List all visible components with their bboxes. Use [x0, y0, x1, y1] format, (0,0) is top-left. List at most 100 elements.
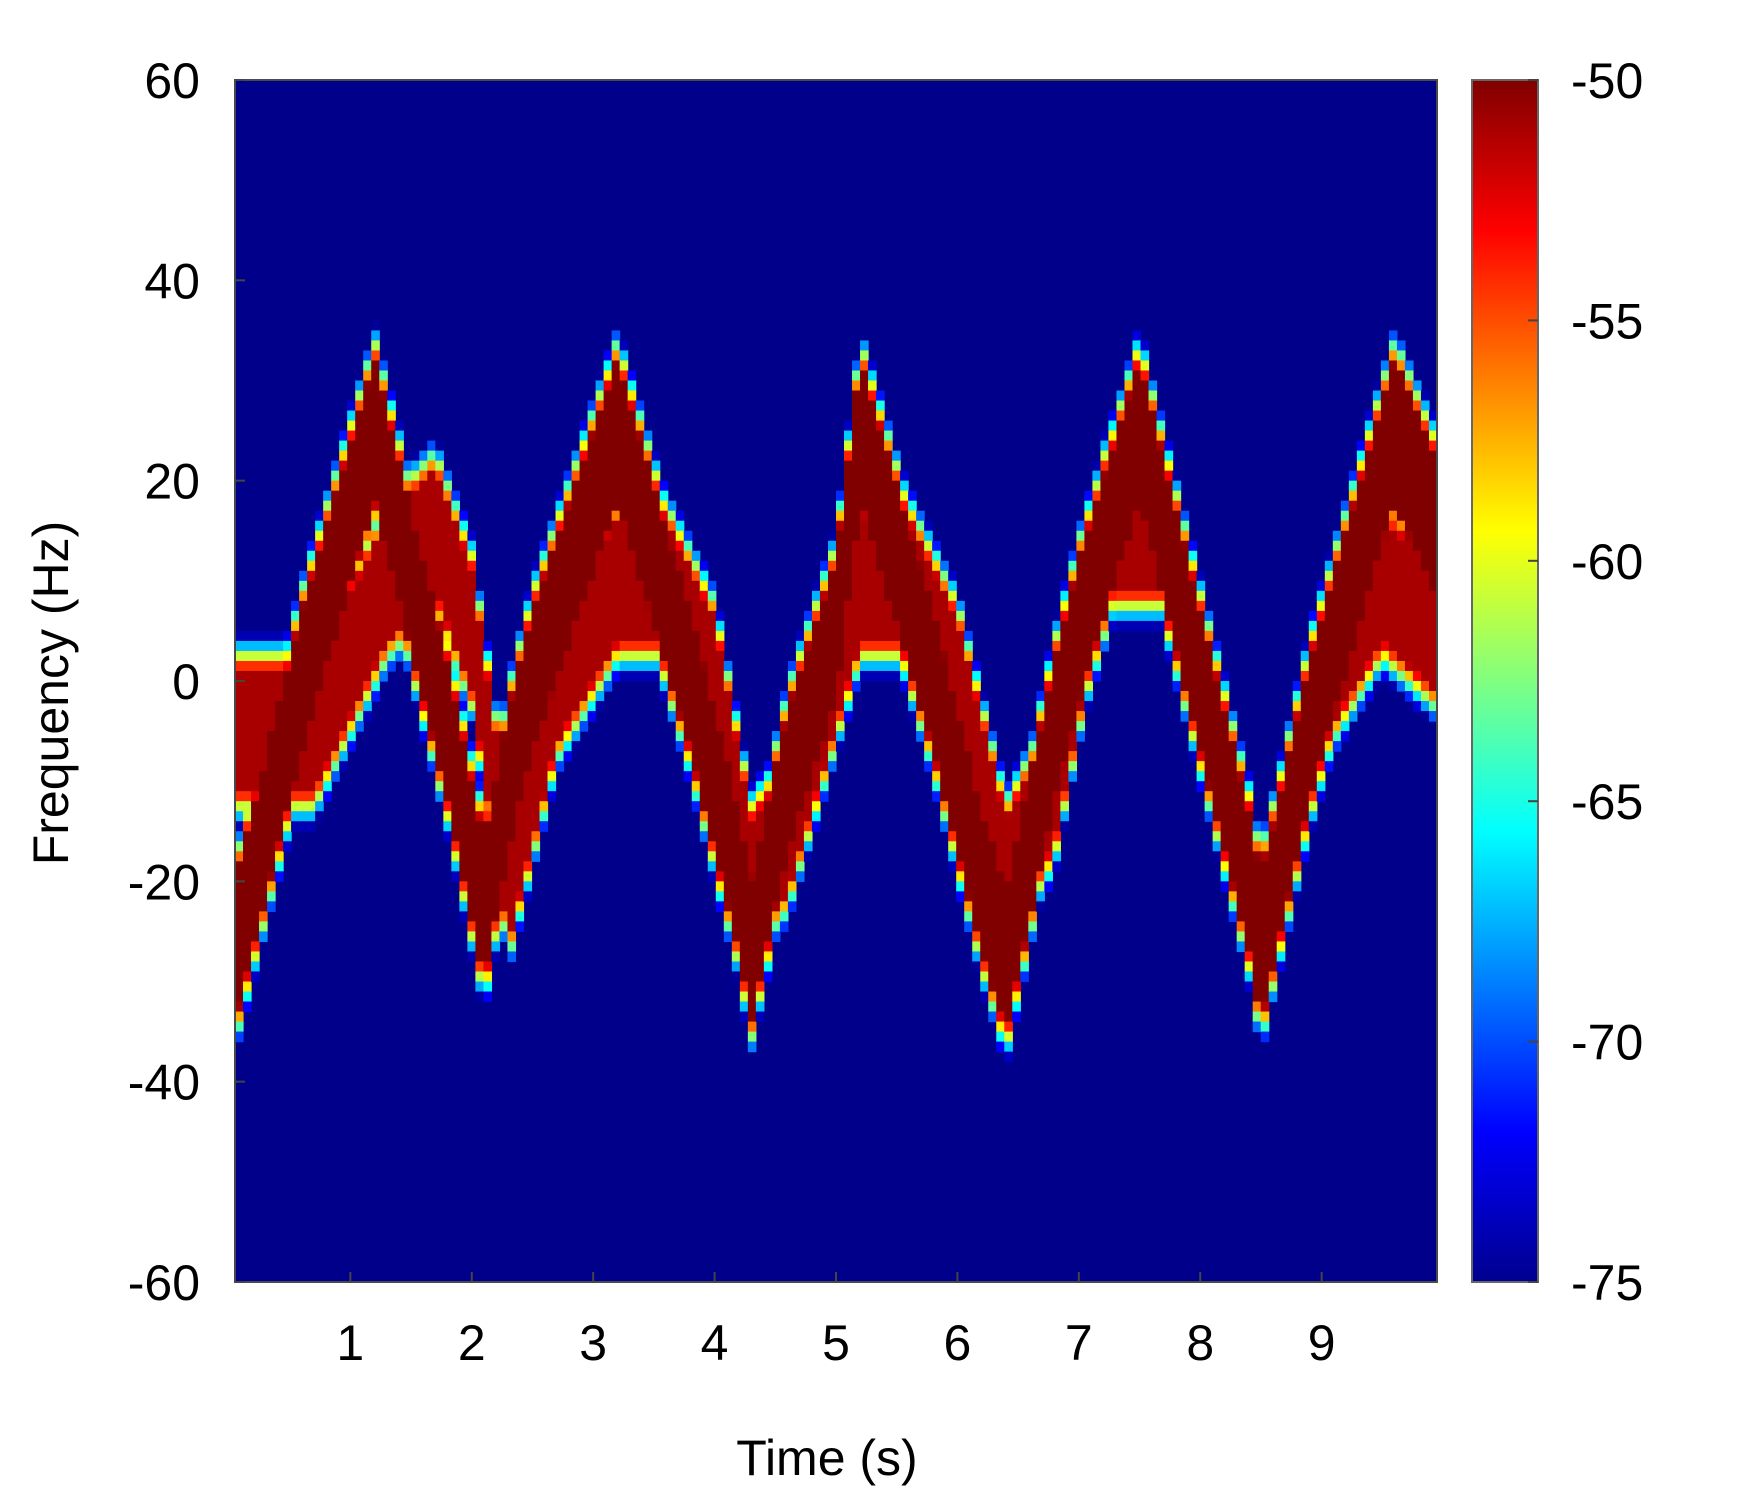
heatmap-cell	[1356, 560, 1366, 572]
heatmap-cell	[1212, 801, 1222, 812]
heatmap-cell	[651, 550, 661, 562]
heatmap-cell	[371, 350, 380, 362]
heatmap-cell	[844, 640, 853, 652]
heatmap-cell	[275, 741, 284, 752]
heatmap-cell	[1068, 761, 1077, 772]
heatmap-cell	[1308, 640, 1318, 652]
heatmap-cell	[379, 420, 388, 432]
heatmap-cell	[443, 540, 452, 552]
heatmap-cell	[1260, 931, 1270, 943]
heatmap-cell	[1188, 681, 1198, 692]
heatmap-cell	[1316, 721, 1326, 732]
heatmap-cell	[972, 670, 981, 682]
heatmap-cell	[675, 540, 685, 552]
heatmap-cell	[459, 901, 468, 912]
heatmap-cell	[515, 871, 525, 882]
heatmap-cell	[827, 741, 837, 752]
heatmap-cell	[459, 701, 468, 712]
heatmap-cell	[948, 741, 957, 752]
heatmap-cell	[1308, 701, 1318, 712]
heatmap-cell	[491, 731, 501, 742]
heatmap-cell	[1156, 510, 1166, 522]
heatmap-cell	[235, 681, 244, 692]
heatmap-cell	[1428, 430, 1437, 442]
heatmap-cell	[307, 761, 316, 772]
heatmap-cell	[699, 801, 709, 812]
heatmap-cell	[747, 931, 757, 943]
heatmap-cell	[1244, 811, 1254, 822]
heatmap-cell	[1164, 650, 1174, 662]
heatmap-cell	[1020, 861, 1029, 872]
heatmap-cell	[515, 771, 525, 782]
heatmap-cell	[587, 650, 597, 662]
heatmap-cell	[291, 801, 300, 812]
heatmap-cell	[731, 701, 741, 712]
heatmap-cell	[924, 530, 933, 542]
heatmap-cell	[1428, 520, 1437, 532]
heatmap-cell	[1068, 560, 1077, 572]
heatmap-cell	[467, 590, 476, 602]
heatmap-cell	[331, 520, 340, 532]
heatmap-cell	[363, 560, 372, 572]
heatmap-cell	[579, 510, 589, 522]
heatmap-cell	[1292, 841, 1302, 852]
heatmap-cell	[964, 811, 973, 822]
heatmap-cell	[307, 660, 316, 672]
heatmap-cell	[1100, 510, 1110, 522]
heatmap-cell	[1228, 891, 1238, 902]
heatmap-cell	[1140, 340, 1150, 352]
heatmap-cell	[819, 781, 829, 792]
heatmap-cell	[251, 861, 260, 872]
heatmap-cell	[908, 670, 917, 682]
heatmap-cell	[459, 741, 468, 752]
heatmap-cell	[739, 921, 749, 933]
heatmap-cell	[555, 660, 565, 672]
heatmap-cell	[1372, 590, 1382, 602]
heatmap-cell	[1196, 620, 1206, 632]
heatmap-cell	[251, 831, 260, 842]
heatmap-cell	[523, 791, 533, 802]
heatmap-cell	[323, 530, 332, 542]
heatmap-cell	[1244, 801, 1254, 812]
heatmap-cell	[916, 590, 925, 602]
heatmap-cell	[307, 791, 316, 802]
heatmap-cell	[1068, 620, 1077, 632]
heatmap-cell	[739, 891, 749, 902]
heatmap-cell	[980, 701, 989, 712]
heatmap-cell	[892, 660, 901, 672]
heatmap-cell	[699, 650, 709, 662]
heatmap-cell	[795, 660, 805, 672]
heatmap-cell	[283, 781, 292, 792]
heatmap-cell	[275, 871, 284, 882]
heatmap-cell	[499, 921, 509, 933]
heatmap-cell	[747, 911, 757, 922]
heatmap-cell	[1316, 580, 1326, 592]
heatmap-cell	[403, 590, 412, 602]
heatmap-cell	[635, 490, 645, 502]
heatmap-cell	[1076, 530, 1086, 542]
heatmap-cell	[811, 610, 821, 622]
heatmap-cell	[996, 941, 1005, 953]
heatmap-cell	[491, 741, 501, 752]
heatmap-cell	[507, 781, 517, 792]
heatmap-cell	[1172, 520, 1182, 532]
heatmap-cell	[699, 560, 709, 572]
heatmap-cell	[1324, 550, 1334, 562]
heatmap-cell	[1116, 550, 1126, 562]
heatmap-cell	[643, 500, 653, 512]
heatmap-cell	[852, 640, 861, 652]
heatmap-cell	[980, 851, 989, 862]
heatmap-cell	[1252, 901, 1262, 912]
heatmap-cell	[427, 741, 436, 752]
heatmap-cell	[595, 470, 605, 482]
heatmap-cell	[379, 400, 388, 412]
heatmap-cell	[1324, 670, 1334, 682]
heatmap-cell	[483, 731, 493, 742]
heatmap-cell	[1044, 670, 1053, 682]
heatmap-cell	[1132, 610, 1142, 622]
heatmap-cell	[1396, 620, 1406, 632]
colorbar-gradient	[1471, 79, 1539, 1283]
heatmap-cell	[868, 460, 877, 472]
heatmap-cell	[1108, 570, 1118, 582]
heatmap-cell	[347, 430, 356, 442]
